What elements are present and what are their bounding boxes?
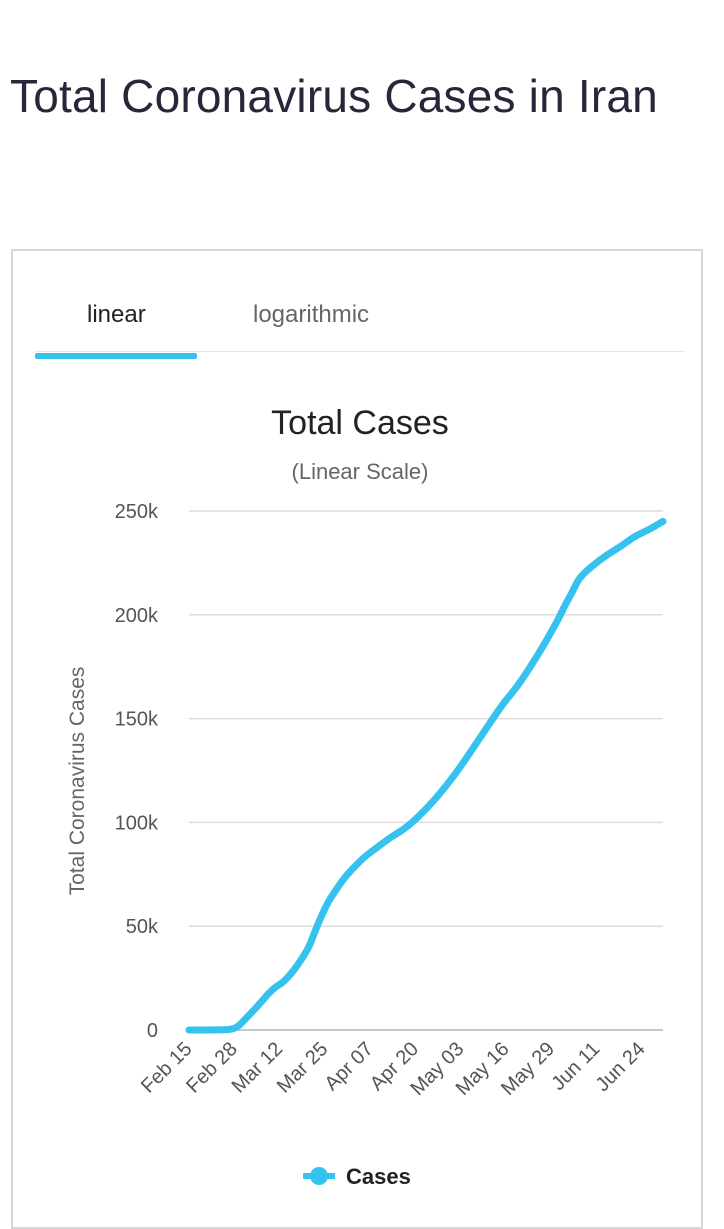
y-tick-label: 0 <box>147 1020 158 1042</box>
x-tick-label: Jun 11 <box>547 1038 604 1095</box>
tab-linear[interactable]: linear <box>87 301 146 328</box>
series-line-cases <box>185 517 667 1034</box>
x-tick-label: Jun 24 <box>592 1038 650 1096</box>
chart-card: linear logarithmic Total Cases (Linear S… <box>11 249 703 1229</box>
legend-label-cases: Cases <box>346 1164 411 1189</box>
total-cases-chart: Total Cases (Linear Scale) Total Coronav… <box>66 404 667 1189</box>
chart-legend[interactable]: Cases <box>303 1164 411 1189</box>
active-tab-indicator <box>35 353 197 359</box>
y-axis-ticks: 0 50k 100k 150k 200k 250k <box>115 501 159 1042</box>
y-tick-label: 250k <box>115 501 159 523</box>
x-tick-label: Mar 25 <box>273 1038 333 1098</box>
chart-title: Total Cases <box>271 404 449 442</box>
x-tick-label: Apr 07 <box>321 1038 378 1095</box>
y-tick-label: 50k <box>126 916 159 938</box>
y-axis-label: Total Coronavirus Cases <box>66 667 89 896</box>
series-layer <box>185 517 667 1034</box>
legend-swatch-marker <box>310 1167 328 1185</box>
tab-logarithmic[interactable]: logarithmic <box>253 301 370 328</box>
y-tick-label: 150k <box>115 709 159 731</box>
scale-tabs: linear logarithmic <box>35 281 685 361</box>
grid-lines <box>189 510 663 1031</box>
tab-divider <box>35 351 685 352</box>
chart-subtitle: (Linear Scale) <box>292 459 429 484</box>
y-tick-label: 200k <box>115 605 159 627</box>
page-title: Total Coronavirus Cases in Iran <box>10 70 658 122</box>
y-tick-label: 100k <box>115 812 159 834</box>
